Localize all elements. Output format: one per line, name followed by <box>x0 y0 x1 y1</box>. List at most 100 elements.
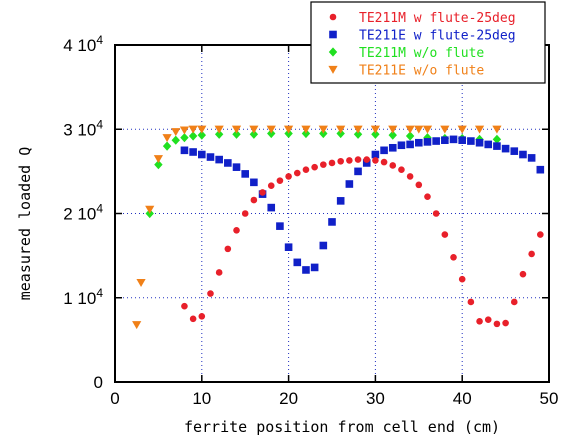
data-point <box>354 156 362 163</box>
legend-item: TE211E w/o flute <box>328 64 484 79</box>
data-point <box>293 169 301 177</box>
data-point <box>493 142 501 150</box>
data-point <box>371 129 380 139</box>
data-point <box>232 163 241 171</box>
series-1 <box>181 156 544 328</box>
data-point <box>380 158 388 166</box>
data-point <box>519 150 527 159</box>
x-tick-label: 0 <box>110 389 119 408</box>
data-point <box>197 125 207 134</box>
data-point <box>320 161 327 168</box>
data-point <box>198 312 206 320</box>
data-point <box>493 320 501 328</box>
data-point <box>189 148 197 156</box>
data-point <box>537 231 544 238</box>
data-point <box>207 290 214 297</box>
x-tick-label: 30 <box>366 389 385 408</box>
data-point <box>215 155 223 164</box>
data-point <box>536 165 545 174</box>
data-point <box>441 231 449 238</box>
data-point <box>249 125 259 134</box>
data-point <box>467 298 475 306</box>
data-point <box>441 136 449 145</box>
legend-marker <box>328 47 338 57</box>
data-point <box>380 146 388 155</box>
legend-label: TE211M w/o flute <box>359 46 484 61</box>
data-point <box>267 203 276 212</box>
data-point <box>319 241 328 250</box>
legend-box <box>310 1 546 84</box>
data-point <box>311 163 318 171</box>
data-point <box>301 125 311 134</box>
data-point <box>415 138 423 147</box>
data-point <box>180 133 189 143</box>
data-point <box>336 125 346 134</box>
data-point <box>241 170 249 178</box>
data-point <box>519 270 527 278</box>
legend-marker <box>328 65 338 74</box>
y-tick-label: 3 104 <box>63 117 103 139</box>
y-axis-title: measured loaded Q <box>16 147 34 301</box>
data-point <box>527 154 536 162</box>
x-tick-label: 10 <box>192 389 211 408</box>
x-tick-labels: 0 10 20 30 40 50 <box>110 389 558 408</box>
data-point <box>354 167 362 176</box>
y-tick-label: 4 104 <box>63 33 103 55</box>
data-point <box>284 125 294 134</box>
data-point <box>501 144 510 153</box>
data-point <box>171 128 181 137</box>
y-tick-label: 2 104 <box>63 202 103 224</box>
data-point <box>458 136 466 145</box>
data-point <box>405 131 415 141</box>
data-point <box>337 157 344 165</box>
data-point <box>224 245 232 253</box>
data-point <box>397 141 406 150</box>
data-point <box>162 141 172 151</box>
data-point <box>432 137 440 145</box>
data-point <box>389 162 397 169</box>
data-point <box>414 125 424 134</box>
data-point <box>241 210 249 217</box>
data-point <box>492 134 502 144</box>
data-point <box>457 125 467 134</box>
data-point <box>475 138 484 147</box>
data-point <box>422 125 433 134</box>
data-point <box>423 138 432 146</box>
data-point <box>474 125 485 134</box>
grid-lines <box>115 45 549 382</box>
data-point <box>224 159 232 167</box>
data-point <box>510 147 519 155</box>
data-point <box>346 157 353 164</box>
data-point <box>405 125 415 134</box>
data-point <box>233 227 240 234</box>
y-tick-labels: 0 1 104 2 104 3 104 4 104 <box>63 33 103 392</box>
data-point <box>406 140 414 149</box>
data-point <box>458 275 466 283</box>
data-point <box>371 150 380 159</box>
data-point <box>250 178 258 187</box>
data-point <box>440 125 450 134</box>
y-tick-label: 0 <box>94 373 103 392</box>
data-point <box>302 266 310 274</box>
data-point <box>214 125 224 134</box>
data-point <box>132 321 142 330</box>
data-point <box>153 155 163 164</box>
data-point <box>372 157 379 164</box>
data-point <box>136 278 146 287</box>
data-point <box>476 318 483 325</box>
data-point <box>198 150 206 159</box>
data-point <box>328 159 336 167</box>
x-axis-title: ferrite position from cell end (cm) <box>184 418 500 436</box>
data-point <box>388 143 397 152</box>
data-point <box>188 125 198 134</box>
data-point <box>276 177 284 184</box>
legend-label: TE211E w flute-25deg <box>359 29 516 44</box>
data-point <box>318 125 328 134</box>
x-tick-label: 20 <box>279 389 298 408</box>
data-point <box>181 302 188 310</box>
legend-marker <box>329 30 337 39</box>
legend-label: TE211E w/o flute <box>359 64 484 79</box>
data-point <box>180 146 189 155</box>
data-point <box>432 210 440 217</box>
